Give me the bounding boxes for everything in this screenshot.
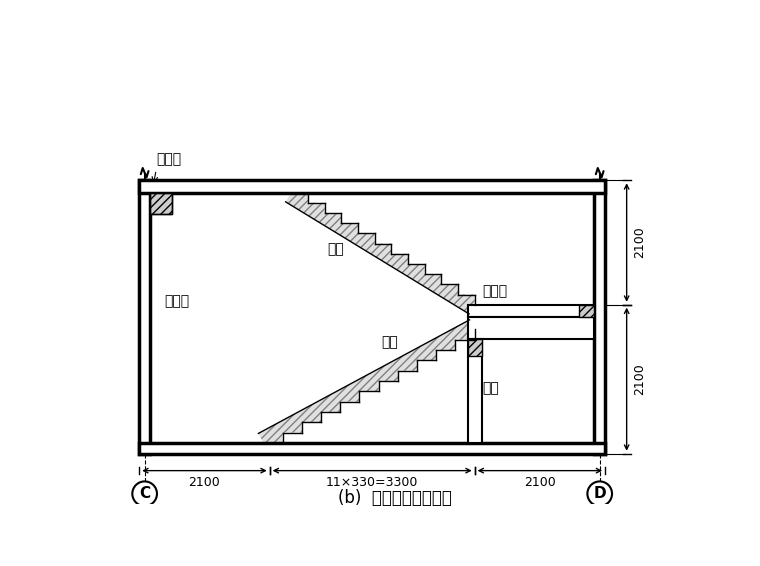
Bar [467,317,594,338]
Polygon shape [258,320,475,443]
Text: 2100: 2100 [633,226,646,259]
Text: 平台板: 平台板 [157,152,182,166]
Bar [150,192,172,214]
Text: 梯板: 梯板 [381,335,398,349]
Bar [579,305,594,317]
Bar [139,181,605,192]
Bar [467,305,594,317]
Bar [467,338,482,443]
Text: 梯柱: 梯柱 [483,381,499,396]
Bar [467,305,594,317]
Text: 框架柱: 框架柱 [164,295,189,308]
Text: 平台梁: 平台梁 [483,321,508,335]
Text: 11×330=3300: 11×330=3300 [326,476,418,489]
Bar [467,338,482,355]
Bar [467,317,594,338]
Text: 2100: 2100 [524,476,556,489]
Polygon shape [286,192,475,314]
Text: 2100: 2100 [633,363,646,395]
Text: C: C [139,486,150,501]
Bar [139,181,605,192]
Bar [150,192,172,214]
Text: 平台板: 平台板 [483,285,508,298]
Bar [139,181,150,454]
Text: D: D [594,486,606,501]
Text: (b)  底层楼梯间剖面图: (b) 底层楼梯间剖面图 [338,488,452,507]
Text: 梯板: 梯板 [328,243,344,256]
Bar [139,443,605,454]
Bar [594,181,605,454]
Text: 2100: 2100 [188,476,220,489]
